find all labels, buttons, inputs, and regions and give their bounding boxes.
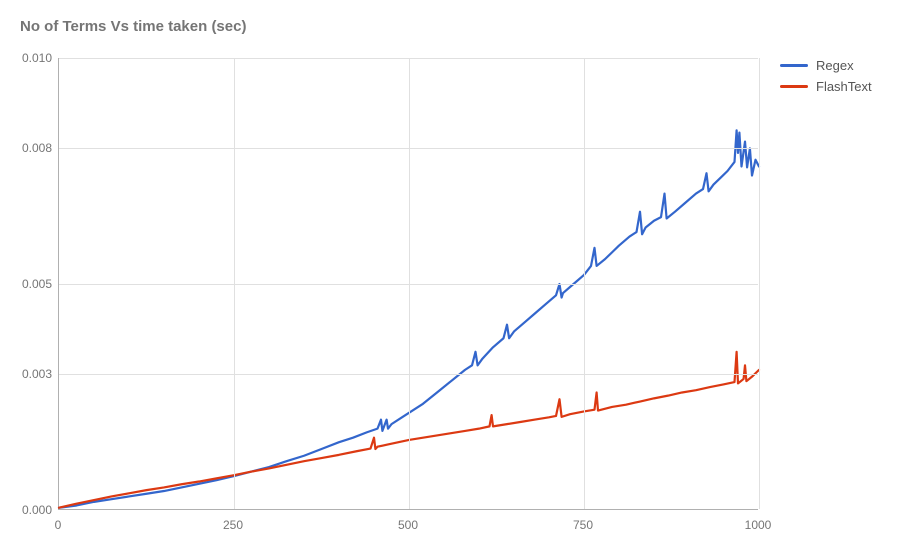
y-tick-label: 0.010 [14, 51, 52, 65]
legend-item: FlashText [780, 79, 872, 94]
chart-title: No of Terms Vs time taken (sec) [20, 18, 246, 35]
gridline-horizontal [59, 58, 758, 59]
y-tick-label: 0.008 [14, 141, 52, 155]
legend-label: FlashText [816, 79, 872, 94]
y-tick-label: 0.000 [14, 503, 52, 517]
x-tick-label: 0 [55, 518, 62, 532]
gridline-vertical [759, 58, 760, 509]
y-tick-label: 0.005 [14, 277, 52, 291]
gridline-horizontal [59, 374, 758, 375]
legend-swatch [780, 64, 808, 67]
legend: Regex FlashText [780, 58, 872, 100]
y-tick-label: 0.003 [14, 367, 52, 381]
x-tick-label: 250 [223, 518, 243, 532]
plot-area [58, 58, 758, 510]
gridline-horizontal [59, 284, 758, 285]
gridline-horizontal [59, 148, 758, 149]
x-tick-label: 1000 [745, 518, 772, 532]
legend-swatch [780, 85, 808, 88]
x-tick-label: 500 [398, 518, 418, 532]
x-tick-label: 750 [573, 518, 593, 532]
legend-item: Regex [780, 58, 872, 73]
chart-container: { "chart": { "type": "line", "title": "N… [0, 0, 904, 559]
legend-label: Regex [816, 58, 854, 73]
